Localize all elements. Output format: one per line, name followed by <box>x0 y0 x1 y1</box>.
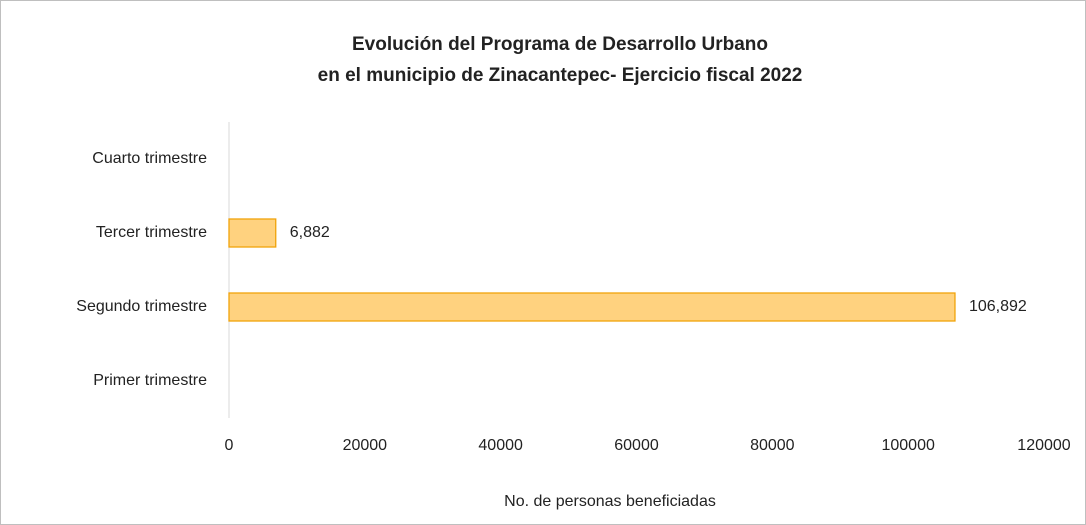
x-tick-label: 40000 <box>478 437 523 454</box>
y-tick-label: Segundo trimestre <box>76 298 207 315</box>
bar <box>228 218 277 248</box>
x-tick-label: 120000 <box>1017 437 1070 454</box>
x-tick-label: 60000 <box>614 437 659 454</box>
y-tick-label: Tercer trimestre <box>96 224 207 241</box>
bar <box>228 292 956 322</box>
data-label: 6,882 <box>290 224 330 241</box>
x-tick-label: 100000 <box>881 437 934 454</box>
chart-title: Evolución del Programa de Desarrollo Urb… <box>352 34 768 55</box>
y-tick-label: Cuarto trimestre <box>92 150 207 167</box>
x-axis-label: No. de personas beneficiadas <box>504 493 716 510</box>
chart-title: en el municipio de Zinacantepec- Ejercic… <box>318 65 803 86</box>
x-tick-label: 80000 <box>750 437 795 454</box>
y-tick-label: Primer trimestre <box>93 372 207 389</box>
data-label: 106,892 <box>969 298 1027 315</box>
x-tick-label: 0 <box>225 437 234 454</box>
x-tick-label: 20000 <box>343 437 388 454</box>
